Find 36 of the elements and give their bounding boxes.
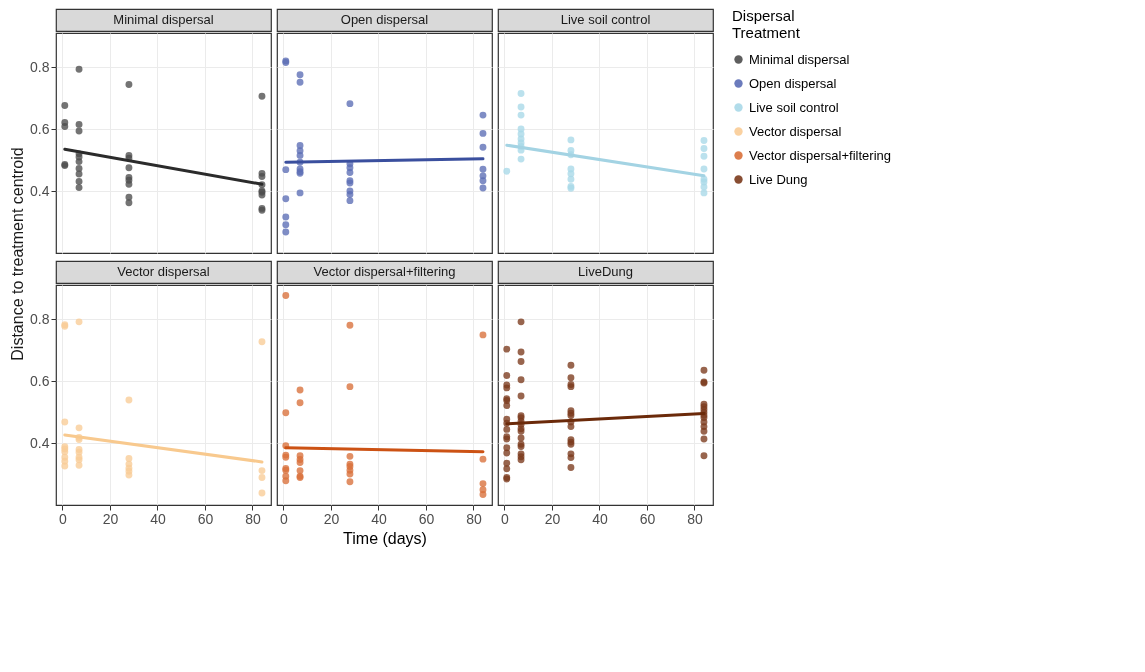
legend-label: Live Dung <box>749 171 808 187</box>
x-tick-label: 0 <box>59 510 68 527</box>
x-tick-label: 80 <box>466 510 482 527</box>
y-tick-label: 0.6 <box>30 372 50 389</box>
x-tick-label: 60 <box>639 510 656 527</box>
y-tick-label: 0.8 <box>30 58 50 75</box>
chart-title: Vector dispersal <box>117 264 210 279</box>
legend-label: Vector dispersal+filtering <box>749 147 891 163</box>
x-tick-label: 80 <box>245 510 261 527</box>
x-tick-label: 20 <box>102 510 119 527</box>
y-axis-title: Distance to treatment centroid <box>9 147 26 361</box>
x-tick-label: 40 <box>592 510 608 527</box>
x-tick-label: 0 <box>501 510 510 527</box>
x-tick-label: 0 <box>280 510 289 527</box>
legend-label: Vector dispersal <box>749 123 842 139</box>
legend-label: Live soil control <box>749 99 839 115</box>
y-tick-label: 0.4 <box>30 182 50 199</box>
y-tick-label: 0.8 <box>30 310 50 327</box>
chart-title: Vector dispersal+filtering <box>313 264 456 279</box>
x-tick-label: 60 <box>197 510 214 527</box>
x-tick-label: 40 <box>371 510 387 527</box>
chart-title: Minimal dispersal <box>113 12 214 27</box>
x-tick-label: 60 <box>418 510 435 527</box>
chart-title: LiveDung <box>578 264 633 279</box>
x-tick-label: 20 <box>323 510 340 527</box>
legend-label: Minimal dispersal <box>749 51 850 67</box>
x-tick-label: 20 <box>544 510 561 527</box>
x-tick-label: 40 <box>150 510 166 527</box>
legend-label: Open dispersal <box>749 75 837 91</box>
x-tick-label: 80 <box>687 510 703 527</box>
y-tick-label: 0.6 <box>30 120 50 137</box>
chart-title: Live soil control <box>560 12 651 27</box>
legend-title: Dispersal Treatment <box>732 7 801 41</box>
x-axis-title: Time (days) <box>343 529 427 547</box>
y-tick-label: 0.4 <box>30 434 50 451</box>
chart-title: Open dispersal <box>340 12 429 27</box>
